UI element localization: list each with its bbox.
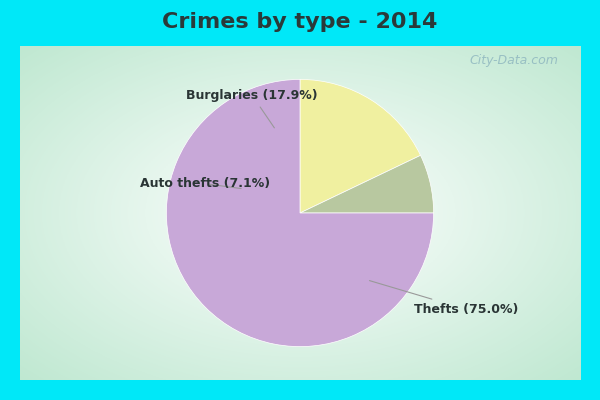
Text: Burglaries (17.9%): Burglaries (17.9%): [187, 89, 318, 128]
Wedge shape: [166, 79, 434, 346]
Text: Crimes by type - 2014: Crimes by type - 2014: [163, 12, 437, 32]
Text: Thefts (75.0%): Thefts (75.0%): [370, 280, 518, 316]
Wedge shape: [300, 155, 434, 213]
Wedge shape: [300, 79, 421, 213]
Text: City-Data.com: City-Data.com: [469, 54, 558, 67]
Text: Auto thefts (7.1%): Auto thefts (7.1%): [140, 177, 270, 190]
